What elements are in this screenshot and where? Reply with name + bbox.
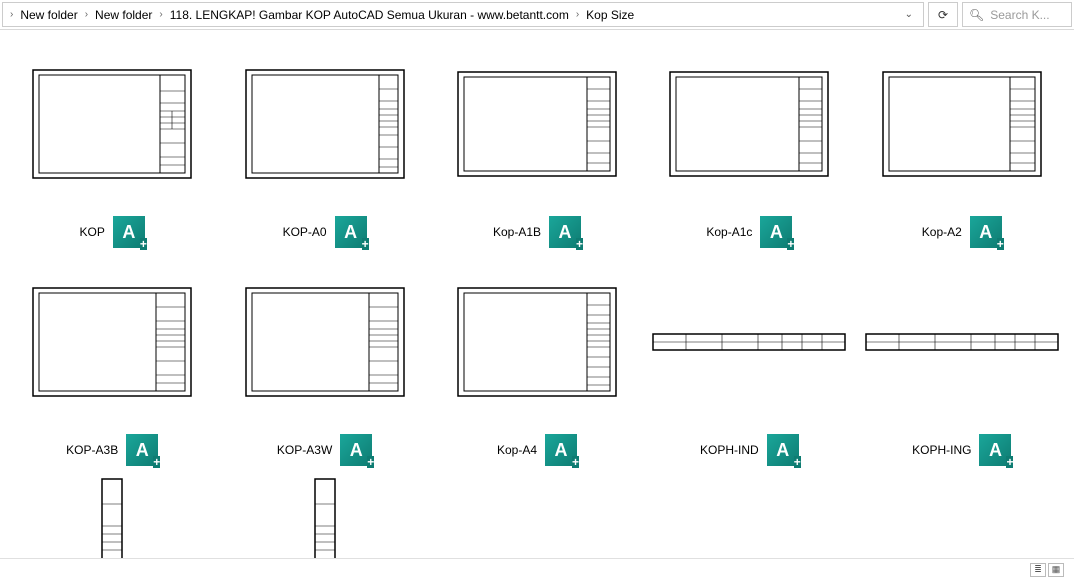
chevron-down-icon[interactable]: ⌄ [899, 9, 919, 20]
chevron-right-icon: › [156, 9, 165, 20]
file-label: Kop-A4 [497, 443, 537, 457]
file-label: KOP-A3W [277, 443, 332, 457]
thumbnail-view-icon[interactable]: ▦ [1048, 563, 1064, 577]
autocad-icon: A [760, 216, 792, 248]
file-grid: KOP A [0, 30, 1074, 558]
file-label: KOP-A3B [66, 443, 118, 457]
file-item[interactable]: KOPH-IND A [645, 260, 853, 470]
file-label: Kop-A1c [706, 225, 752, 239]
file-label: Kop-A1B [493, 225, 541, 239]
autocad-icon: A [126, 434, 158, 466]
thumbnail [220, 260, 428, 424]
breadcrumb-segment[interactable]: New folder [91, 6, 156, 24]
refresh-button[interactable]: ⟳ [928, 2, 958, 27]
thumbnail [858, 260, 1066, 424]
autocad-icon: A [979, 434, 1011, 466]
empty-cell [645, 478, 853, 558]
breadcrumb-segment[interactable]: Kop Size [582, 6, 638, 24]
file-label: KOP [80, 225, 105, 239]
breadcrumb-segment[interactable]: 118. LENGKAP! Gambar KOP AutoCAD Semua U… [166, 6, 573, 24]
search-input[interactable]: 🔍︎ Search K... [962, 2, 1072, 27]
thumbnail [433, 42, 641, 206]
file-item[interactable]: Kop-A1B A [433, 42, 641, 252]
details-view-icon[interactable]: ≣ [1030, 563, 1046, 577]
file-item[interactable]: KOPH-ING A [858, 260, 1066, 470]
autocad-icon: A [549, 216, 581, 248]
file-label: KOPH-ING [912, 443, 971, 457]
thumbnail [645, 260, 853, 424]
file-label: KOPH-IND [700, 443, 759, 457]
empty-cell [433, 478, 641, 558]
file-item[interactable]: KOP-A3W A [220, 260, 428, 470]
thumbnail [8, 260, 216, 424]
chevron-right-icon: › [7, 9, 16, 20]
status-bar: ≣ ▦ [0, 558, 1074, 580]
file-label: Kop-A2 [922, 225, 962, 239]
toolbar: › New folder › New folder › 118. LENGKAP… [0, 0, 1074, 30]
autocad-icon: A [545, 434, 577, 466]
chevron-right-icon: › [573, 9, 582, 20]
file-label: KOP-A0 [283, 225, 327, 239]
thumbnail [8, 478, 216, 558]
thumbnail [645, 42, 853, 206]
file-item[interactable]: KOP-A3B A [8, 260, 216, 470]
thumbnail [433, 260, 641, 424]
address-bar[interactable]: › New folder › New folder › 118. LENGKAP… [2, 2, 924, 27]
file-item[interactable] [8, 478, 216, 558]
autocad-icon: A [113, 216, 145, 248]
empty-cell [858, 478, 1066, 558]
thumbnail [220, 478, 428, 558]
breadcrumb-segment[interactable]: New folder [16, 6, 81, 24]
file-item[interactable]: Kop-A1c A [645, 42, 853, 252]
thumbnail [220, 42, 428, 206]
autocad-icon: A [340, 434, 372, 466]
refresh-icon: ⟳ [938, 8, 948, 22]
autocad-icon: A [335, 216, 367, 248]
file-item[interactable]: KOP-A0 A [220, 42, 428, 252]
file-item[interactable]: KOP A [8, 42, 216, 252]
file-item[interactable]: Kop-A4 A [433, 260, 641, 470]
view-mode-toggle[interactable]: ≣ ▦ [1028, 561, 1066, 579]
chevron-right-icon: › [82, 9, 91, 20]
autocad-icon: A [767, 434, 799, 466]
thumbnail [858, 42, 1066, 206]
file-item[interactable]: Kop-A2 A [858, 42, 1066, 252]
autocad-icon: A [970, 216, 1002, 248]
thumbnail [8, 42, 216, 206]
search-icon: 🔍︎ [969, 8, 984, 22]
search-placeholder: Search K... [990, 8, 1049, 22]
file-item[interactable] [220, 478, 428, 558]
